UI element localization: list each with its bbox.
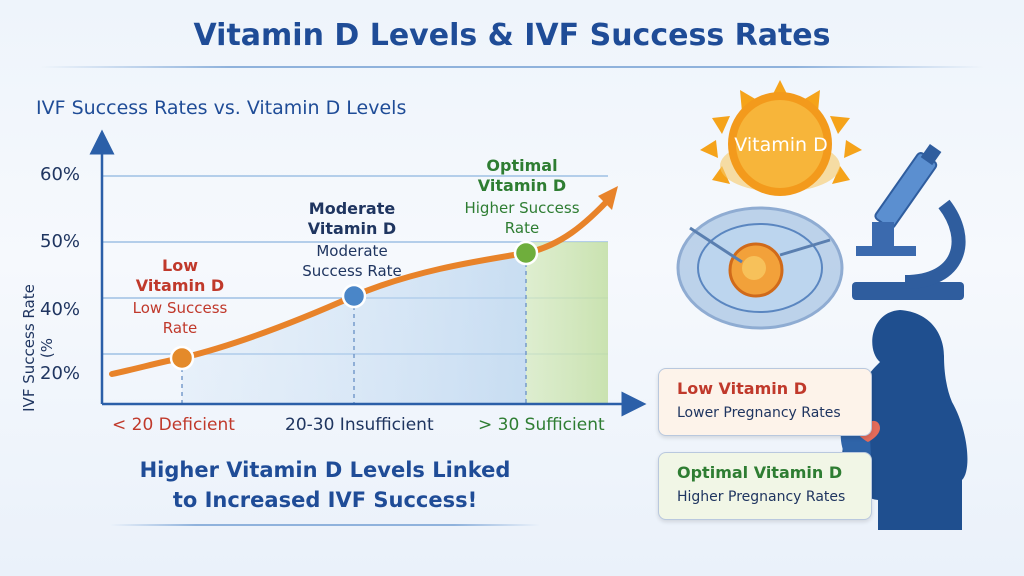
y-tick-label: 40% bbox=[40, 299, 81, 320]
line-chart bbox=[89, 129, 647, 417]
illustrations bbox=[676, 80, 968, 530]
area-fill-green bbox=[526, 242, 608, 404]
x-tick-label: < 20 Deficient bbox=[112, 415, 235, 435]
conclusion-message: Higher Vitamin D Levels Linked to Increa… bbox=[139, 458, 511, 512]
chart-title: IVF Success Rates vs. Vitamin D Levels bbox=[36, 97, 407, 119]
x-tick-label: > 30 Sufficient bbox=[478, 415, 605, 435]
y-tick-label: 50% bbox=[40, 231, 81, 252]
conclusion-divider bbox=[110, 524, 540, 526]
sun-icon bbox=[700, 80, 862, 196]
area-fill-blue bbox=[182, 253, 526, 404]
card-text: Lower Pregnancy Rates bbox=[677, 405, 841, 421]
card-optimal-vitamin-d: Optimal Vitamin D Higher Pregnancy Rates bbox=[658, 452, 872, 520]
card-low-vitamin-d: Low Vitamin D Lower Pregnancy Rates bbox=[658, 368, 872, 436]
drop-lines bbox=[181, 263, 527, 404]
data-point bbox=[169, 345, 195, 371]
page-title: Vitamin D Levels & IVF Success Rates bbox=[193, 18, 831, 53]
y-tick-label: 60% bbox=[40, 164, 81, 185]
card-title: Low Vitamin D bbox=[677, 379, 807, 398]
title-divider bbox=[40, 66, 984, 68]
vitamin-d-sun-label: Vitamin D bbox=[734, 134, 828, 156]
annotation-moderate: Moderate Vitamin D Moderate Success Rate bbox=[302, 199, 402, 280]
microscope-icon bbox=[852, 143, 966, 300]
annotation-low: Low Vitamin D Low Success Rate bbox=[132, 256, 228, 337]
data-point bbox=[513, 240, 539, 266]
trend-arrowhead bbox=[598, 186, 618, 210]
card-text: Higher Pregnancy Rates bbox=[677, 489, 846, 505]
petri-dish-icon bbox=[676, 206, 844, 330]
x-tick-label: 20-30 Insufficient bbox=[285, 415, 434, 435]
data-point bbox=[341, 283, 367, 309]
card-title: Optimal Vitamin D bbox=[677, 463, 843, 482]
y-tick-label: 20% bbox=[40, 363, 81, 384]
annotation-optimal: Optimal Vitamin D Higher Success Rate bbox=[464, 156, 580, 237]
